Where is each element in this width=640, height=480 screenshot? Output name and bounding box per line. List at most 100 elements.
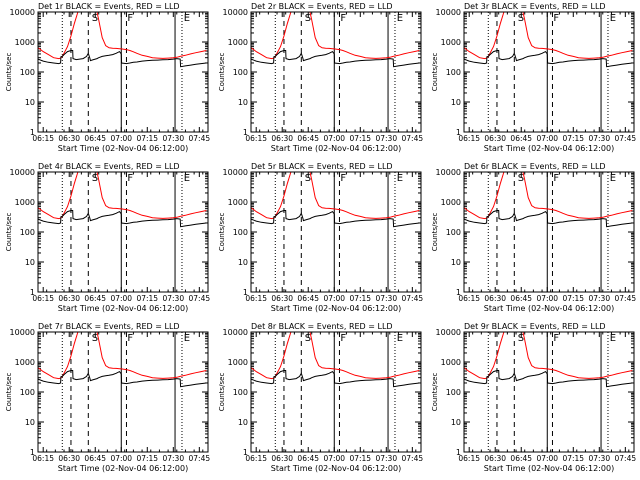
marker-glyph: S <box>518 13 524 24</box>
x-tick-label: 06:15 <box>32 134 54 143</box>
marker-glyph: F <box>553 173 559 184</box>
marker-glyph: E <box>610 333 616 344</box>
x-tick-label: 06:45 <box>510 134 532 143</box>
x-tick-label: 07:45 <box>189 134 211 143</box>
x-tick-label: 07:30 <box>588 134 610 143</box>
x-tick-label: 07:15 <box>562 134 584 143</box>
plot-frame <box>250 331 422 453</box>
y-tick-label: 10 <box>238 98 248 107</box>
panel-title: Det 4r BLACK = Events, RED = LLD <box>38 162 180 171</box>
x-tick-label: 07:45 <box>402 294 424 303</box>
y-tick-label: 1 <box>30 128 35 137</box>
x-tick-label: 06:45 <box>297 134 319 143</box>
x-tick-label: 07:45 <box>402 454 424 463</box>
series-line-red <box>251 12 420 60</box>
y-tick-label: 10 <box>238 258 248 267</box>
x-tick-label: 06:45 <box>84 454 106 463</box>
series-line-black <box>38 210 207 228</box>
y-axis-label: Counts/sec <box>218 213 226 252</box>
marker-glyph: E <box>397 13 403 24</box>
marker-glyph: E <box>397 173 403 184</box>
x-tick-label: 07:30 <box>588 454 610 463</box>
x-tick-label: 06:45 <box>297 294 319 303</box>
marker-glyph: S <box>92 333 98 344</box>
y-tick-label: 1 <box>456 128 461 137</box>
x-tick-label: 07:45 <box>402 134 424 143</box>
y-tick-label: 1000 <box>228 358 248 367</box>
marker-glyph: E <box>610 13 616 24</box>
series-line-black <box>251 210 420 228</box>
x-tick-label: 07:30 <box>375 134 397 143</box>
x-tick-label: 07:15 <box>562 294 584 303</box>
marker-glyph: S <box>305 13 311 24</box>
detector-panel-5: Det 5r BLACK = Events, RED = LLD Counts/s… <box>218 162 423 313</box>
y-tick-label: 10 <box>451 418 461 427</box>
y-axis-label: Counts/sec <box>431 53 439 92</box>
detector-panel-1: Det 1r BLACK = Events, RED = LLD Counts/s… <box>5 2 210 153</box>
x-tick-label: 06:15 <box>245 294 267 303</box>
y-tick-label: 10000 <box>223 328 248 337</box>
marker-glyph: S <box>518 333 524 344</box>
series-line-black <box>251 370 420 388</box>
y-tick-label: 1000 <box>441 198 461 207</box>
x-tick-label: 06:45 <box>510 294 532 303</box>
x-tick-label: 07:30 <box>375 454 397 463</box>
x-tick-label: 07:30 <box>375 294 397 303</box>
detector-panel-9: Det 9r BLACK = Events, RED = LLD Counts/s… <box>431 322 636 473</box>
x-tick-label: 06:30 <box>271 134 293 143</box>
x-tick-label: 07:15 <box>562 454 584 463</box>
x-tick-label: 07:00 <box>110 134 132 143</box>
x-tick-label: 06:15 <box>245 134 267 143</box>
series-line-red <box>38 12 207 60</box>
detector-panel-6: Det 6r BLACK = Events, RED = LLD Counts/s… <box>431 162 636 313</box>
series-line-red <box>38 332 207 380</box>
x-tick-label: 06:15 <box>245 454 267 463</box>
y-axis-label: Counts/sec <box>5 213 13 252</box>
y-tick-label: 10 <box>451 258 461 267</box>
marker-glyph: F <box>553 13 559 24</box>
detector-panel-4: Det 4r BLACK = Events, RED = LLD Counts/s… <box>5 162 210 313</box>
y-tick-label: 10000 <box>10 8 35 17</box>
y-tick-label: 10 <box>25 418 35 427</box>
x-axis-label: Start Time (02-Nov-04 06:12:00) <box>484 144 614 153</box>
marker-glyph: F <box>127 173 133 184</box>
x-tick-label: 06:30 <box>58 134 80 143</box>
y-tick-label: 100 <box>20 68 35 77</box>
x-tick-label: 07:00 <box>323 134 345 143</box>
x-axis-label: Start Time (02-Nov-04 06:12:00) <box>271 304 401 313</box>
x-tick-label: 07:00 <box>536 294 558 303</box>
y-axis-label: Counts/sec <box>218 373 226 412</box>
plot-frame <box>250 171 422 293</box>
panel-title: Det 5r BLACK = Events, RED = LLD <box>251 162 393 171</box>
x-tick-label: 07:15 <box>349 294 371 303</box>
marker-glyph: F <box>553 333 559 344</box>
marker-glyph: F <box>340 13 346 24</box>
y-tick-label: 1 <box>30 288 35 297</box>
y-tick-label: 10000 <box>10 328 35 337</box>
detector-panel-2: Det 2r BLACK = Events, RED = LLD Counts/s… <box>218 2 423 153</box>
y-tick-label: 100 <box>20 228 35 237</box>
panel-title: Det 2r BLACK = Events, RED = LLD <box>251 2 393 11</box>
marker-glyph: E <box>397 333 403 344</box>
y-tick-label: 100 <box>233 228 248 237</box>
marker-glyph: F <box>127 333 133 344</box>
x-tick-label: 07:00 <box>110 454 132 463</box>
x-axis-label: Start Time (02-Nov-04 06:12:00) <box>271 464 401 473</box>
series-line-red <box>251 332 420 380</box>
y-axis-label: Counts/sec <box>5 373 13 412</box>
y-axis-label: Counts/sec <box>5 53 13 92</box>
x-tick-label: 07:00 <box>323 294 345 303</box>
y-tick-label: 1 <box>30 448 35 457</box>
series-line-black <box>464 50 633 68</box>
marker-glyph: F <box>340 333 346 344</box>
x-tick-label: 06:45 <box>510 454 532 463</box>
marker-glyph: S <box>92 173 98 184</box>
marker-glyph: E <box>184 173 190 184</box>
x-tick-label: 06:15 <box>32 294 54 303</box>
x-tick-label: 07:30 <box>162 134 184 143</box>
panel-title: Det 7r BLACK = Events, RED = LLD <box>38 322 180 331</box>
x-tick-label: 06:15 <box>458 454 480 463</box>
x-tick-label: 06:30 <box>484 454 506 463</box>
y-tick-label: 10 <box>451 98 461 107</box>
